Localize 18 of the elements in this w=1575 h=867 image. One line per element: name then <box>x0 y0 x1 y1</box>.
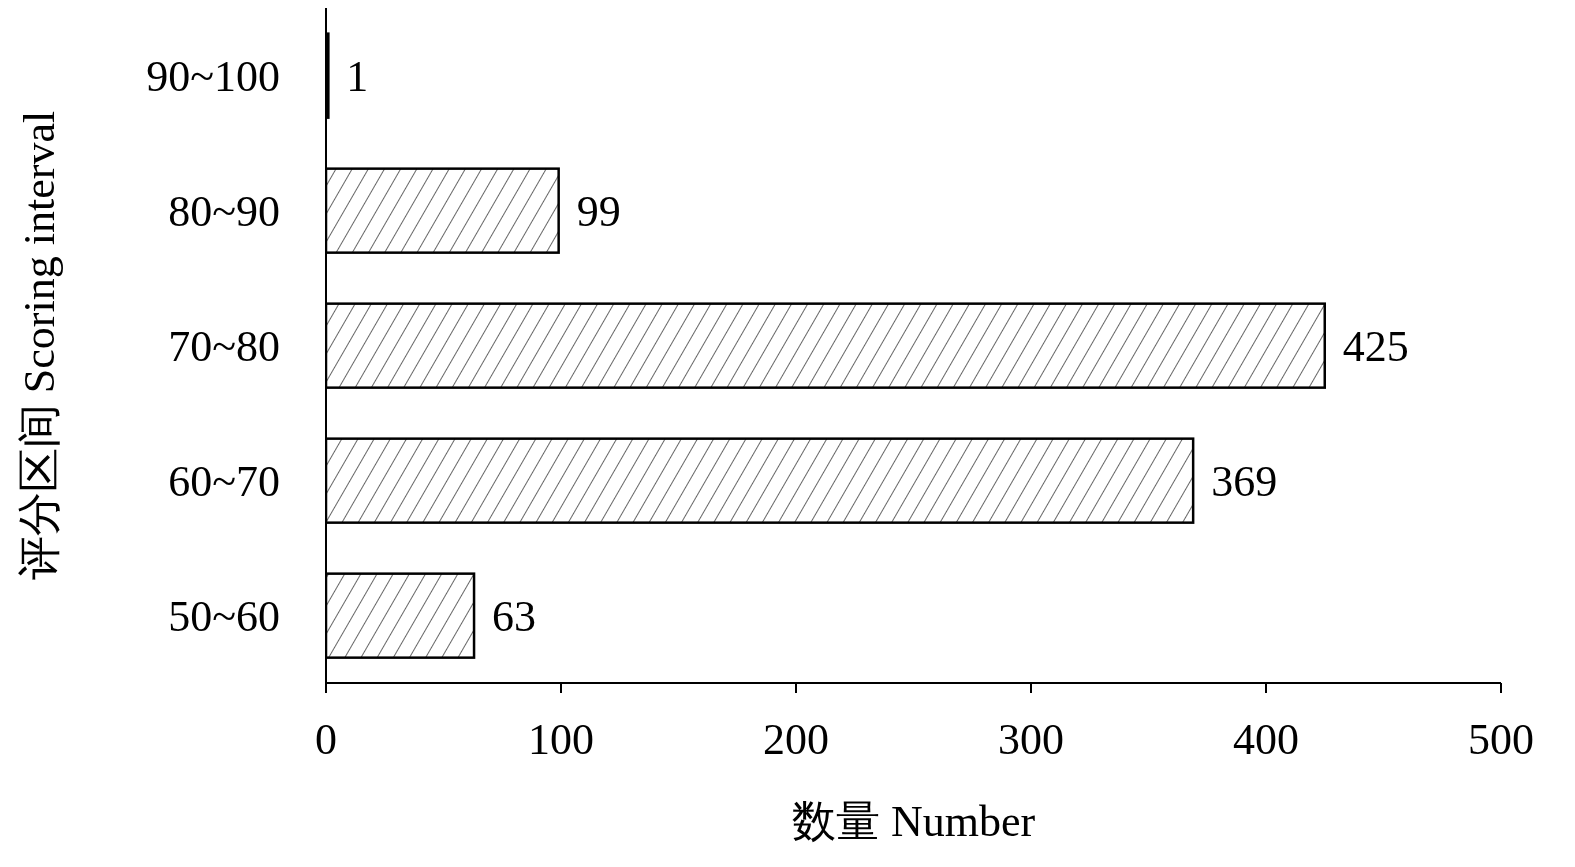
x-tick-label: 300 <box>998 715 1064 765</box>
y-tick-label: 80~90 <box>168 187 280 237</box>
y-tick-label: 70~80 <box>168 322 280 372</box>
y-tick-label: 60~70 <box>168 457 280 507</box>
x-tick-label: 100 <box>528 715 594 765</box>
data-label: 1 <box>346 52 369 102</box>
x-axis-title: 数量 Number <box>791 797 1036 846</box>
data-label: 63 <box>492 592 537 642</box>
y-axis-title: 评分区间 Scoring interval <box>14 110 64 581</box>
x-tick-label: 500 <box>1468 715 1534 765</box>
data-label: 425 <box>1342 322 1409 372</box>
x-tick-label: 0 <box>315 715 337 765</box>
data-label: 99 <box>576 187 621 237</box>
y-tick-label: 50~60 <box>168 592 280 642</box>
x-tick-label: 400 <box>1233 715 1299 765</box>
data-label: 369 <box>1211 457 1278 507</box>
y-tick-label: 90~100 <box>146 52 280 102</box>
x-tick-label: 200 <box>763 715 829 765</box>
